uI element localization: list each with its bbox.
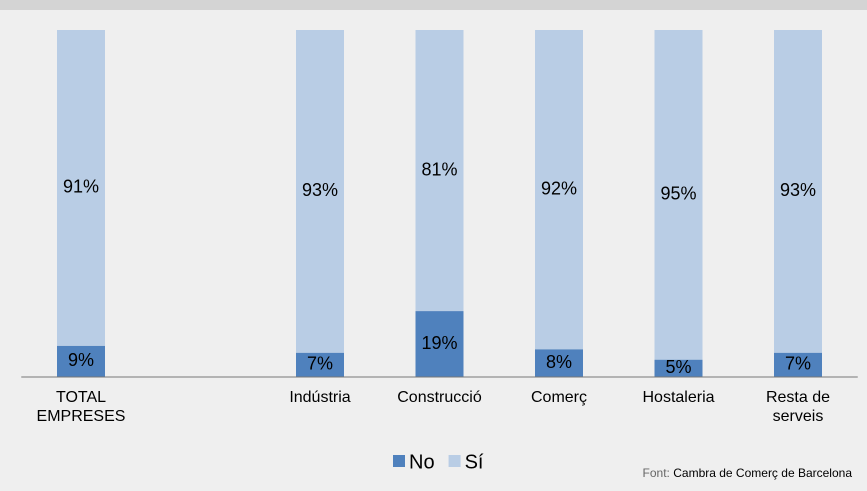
top-band bbox=[0, 0, 867, 10]
x-tick-label: Indústria bbox=[289, 389, 351, 406]
bar-segment bbox=[654, 30, 703, 360]
value-label: 9% bbox=[68, 350, 94, 370]
bar-segment bbox=[296, 30, 344, 353]
value-label: 7% bbox=[307, 354, 333, 374]
x-tick-label: Hostaleria bbox=[642, 389, 715, 406]
value-label: 93% bbox=[780, 180, 816, 200]
legend-swatch bbox=[448, 455, 461, 467]
bar-segment bbox=[415, 311, 464, 377]
value-label: 81% bbox=[421, 159, 457, 179]
value-label: 95% bbox=[660, 184, 696, 204]
bar-segment bbox=[57, 345, 105, 377]
value-label: 19% bbox=[421, 333, 457, 353]
bar-segment bbox=[415, 30, 464, 312]
legend-label: No bbox=[409, 451, 435, 473]
legend-label: Sí bbox=[465, 451, 484, 473]
bar-segment bbox=[296, 352, 344, 377]
value-label: 7% bbox=[785, 354, 811, 374]
bar-segment bbox=[774, 30, 822, 353]
bar-segment bbox=[57, 30, 105, 346]
bar-segment bbox=[535, 349, 583, 377]
bar-segment bbox=[535, 30, 583, 350]
value-label: 5% bbox=[665, 357, 691, 377]
bar-segment bbox=[774, 352, 822, 377]
x-tick-label: Resta de serveis bbox=[765, 389, 831, 425]
legend-swatch bbox=[393, 455, 405, 467]
value-label: 91% bbox=[63, 177, 99, 197]
x-tick-label: TOTAL EMPRESES bbox=[36, 389, 126, 425]
source-label: Font: bbox=[643, 466, 670, 480]
value-label: 92% bbox=[541, 178, 577, 198]
value-label: 8% bbox=[546, 352, 572, 372]
source-text: Cambra de Comerç de Barcelona bbox=[673, 466, 852, 480]
value-label: 93% bbox=[302, 180, 338, 200]
source: Font: Cambra de Comerç de Barcelona bbox=[643, 466, 853, 480]
x-tick-label: Comerç bbox=[530, 389, 587, 406]
x-tick-label: Construcció bbox=[397, 389, 482, 406]
bar-segment bbox=[654, 359, 703, 377]
